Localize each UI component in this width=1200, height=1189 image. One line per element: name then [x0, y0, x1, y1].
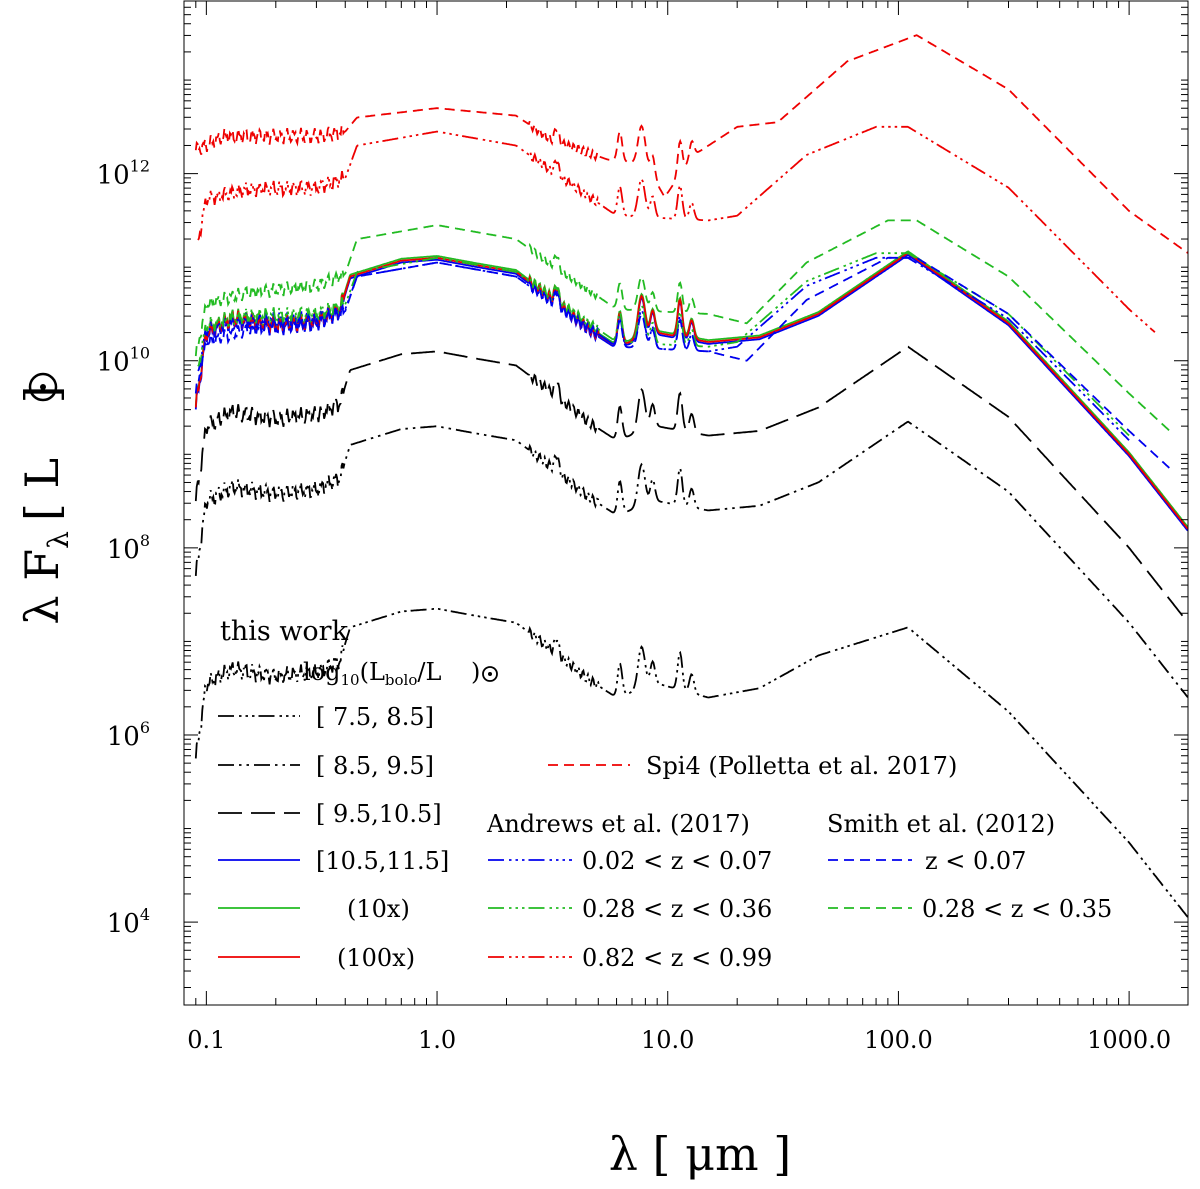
series-line-9 [194, 256, 1170, 469]
x-tick-label: 1000.0 [1087, 1026, 1171, 1054]
y-axis-title-sub: λ [42, 531, 75, 549]
series-line-4 [194, 250, 1189, 528]
legend-smith-title: Smith et al. (2012) [827, 810, 1055, 838]
legend-sun-spacer [463, 658, 471, 686]
series-line-5 [194, 252, 1189, 530]
y-tick-label: 1010 [97, 344, 150, 378]
legend-label-7-5: [ 7.5, 8.5] [316, 703, 434, 731]
legend-sun-dot [488, 672, 492, 676]
legend-label-spi4: Spi4 (Polletta et al. 2017) [646, 752, 957, 780]
legend-subtitle-mid: (L [360, 658, 385, 686]
series-line-11 [194, 34, 1189, 254]
legend-label-smith-2: 0.28 < z < 0.35 [922, 895, 1112, 923]
axis-ticks: 0.1 1.0 10.0 100.0 1000.0 104 106 108 1010 1012 [97, 0, 1188, 1054]
series-line-10 [194, 219, 1170, 432]
series-line-2 [194, 345, 1189, 623]
legend-label-andrews-3: 0.82 < z < 0.99 [582, 944, 772, 972]
y-axis-title-main: λ F [15, 549, 69, 625]
series-line-8 [197, 125, 1156, 333]
series-curves [194, 34, 1189, 918]
series-line-1 [194, 420, 1189, 698]
y-tick-label: 104 [107, 905, 150, 939]
x-axis-title: λ [ μm ] [609, 1127, 791, 1181]
legend-andrews-title: Andrews et al. (2017) [486, 810, 750, 838]
legend-subtitle-sub2: bolo [385, 671, 417, 689]
legend: this work log10(Lbolo/L ) [ 7.5, 8.5] [ … [218, 616, 1112, 972]
legend-subtitle-close: ) [471, 658, 480, 686]
y-tick-label: 1012 [97, 157, 150, 191]
sun-symbol-spacer [15, 403, 69, 418]
sun-symbol-icon [28, 372, 58, 402]
legend-label-100x: (100x) [337, 944, 415, 972]
legend-label-andrews-2: 0.28 < z < 0.36 [582, 895, 772, 923]
legend-subtitle-sub: 10 [341, 671, 360, 689]
legend-label-andrews-1: 0.02 < z < 0.07 [582, 847, 772, 875]
sun-symbol-dot [40, 384, 46, 390]
legend-subtitle: log10(Lbolo/L ) [303, 658, 480, 689]
svg-text:λ Fλ[ L ]: λ Fλ[ L ] [15, 385, 75, 624]
x-tick-label: 100.0 [864, 1026, 933, 1054]
y-axis-title: λ Fλ[ L ] [15, 372, 75, 625]
legend-label-10-5: [10.5,11.5] [316, 847, 449, 875]
series-line-0 [194, 607, 1189, 918]
legend-label-smith-1: z < 0.07 [925, 847, 1026, 875]
legend-label-8-5: [ 8.5, 9.5] [316, 752, 434, 780]
legend-subtitle-end: /L [417, 658, 441, 686]
legend-title: this work [220, 616, 349, 647]
x-tick-label: 10.0 [641, 1026, 694, 1054]
x-tick-label: 0.1 [187, 1026, 225, 1054]
y-tick-label: 108 [107, 531, 150, 565]
x-tick-label: 1.0 [418, 1026, 456, 1054]
y-axis-title-unit: [ L [15, 458, 69, 521]
y-tick-label: 106 [107, 718, 150, 752]
series-line-6 [197, 256, 1130, 441]
legend-label-9-5: [ 9.5,10.5] [316, 800, 442, 828]
legend-subtitle-log: log [303, 658, 341, 686]
legend-sun-icon [482, 666, 498, 682]
legend-label-10x: (10x) [347, 895, 410, 923]
